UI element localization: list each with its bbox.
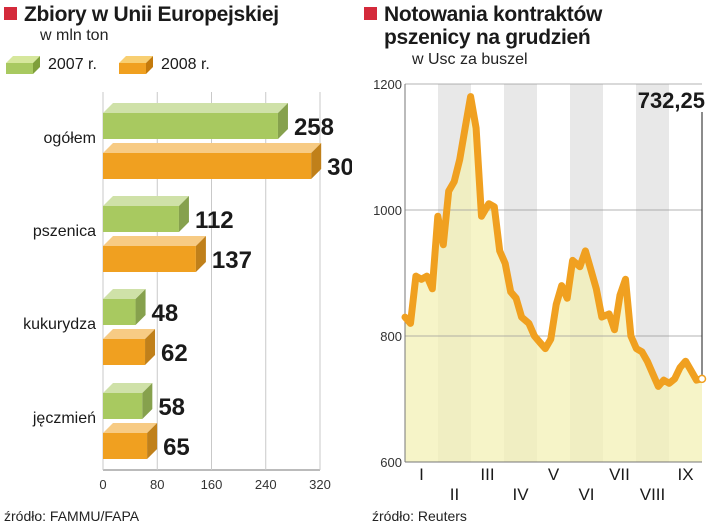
bar-2008 — [103, 329, 156, 365]
bar-top — [103, 423, 158, 433]
bar-value-label: 48 — [152, 300, 179, 327]
bar-top — [103, 236, 206, 246]
line-y-tick-label: 800 — [380, 329, 402, 344]
bar-side — [195, 236, 206, 272]
harvest-bar-chart: 0 80 160 240 320 ogółem 258 307 pszenica 112 137 ku… — [23, 92, 352, 492]
month-label: IX — [677, 465, 693, 484]
month-label: VII — [609, 465, 630, 484]
bar-x-tick-label: 320 — [309, 477, 331, 492]
bar-value-label: 65 — [163, 434, 190, 461]
bar-side — [311, 143, 322, 179]
bar-face — [103, 153, 312, 179]
bar-face — [103, 206, 179, 232]
harvest-legend: 2007 r. 2008 r. — [6, 56, 232, 74]
bar-value-label: 112 — [195, 207, 234, 234]
bar-top — [103, 289, 146, 299]
bar-top — [103, 383, 153, 393]
price-line — [401, 93, 706, 390]
bar-top — [103, 143, 322, 153]
bar-x-tick-label: 80 — [150, 477, 164, 492]
month-label: V — [548, 465, 560, 484]
bar-value-label: 307 — [327, 154, 352, 181]
bar-face — [103, 433, 148, 459]
line-y-tick-label: 600 — [380, 455, 402, 470]
bar-value-label: 58 — [158, 394, 185, 421]
bar-value-label: 62 — [161, 340, 188, 367]
bar-2007 — [103, 383, 153, 419]
bar-top — [103, 329, 156, 339]
bar-side — [142, 383, 153, 419]
bar-value-label: 137 — [212, 247, 252, 274]
bar-2008 — [103, 423, 158, 459]
month-label: I — [419, 465, 424, 484]
bar-x-tick-label: 160 — [201, 477, 223, 492]
bar-category-label: jęczmień — [32, 410, 96, 427]
legend-item-2008: 2008 r. — [118, 56, 210, 74]
title-marker-icon — [4, 7, 17, 20]
bar-2008 — [103, 236, 206, 272]
bar-side — [147, 423, 158, 459]
month-label: III — [480, 465, 494, 484]
month-label: VIII — [640, 485, 666, 504]
line-y-tick-label: 1000 — [373, 203, 402, 218]
month-label: VI — [578, 485, 594, 504]
bar-face — [103, 393, 143, 419]
month-label: II — [450, 485, 459, 504]
bar-top — [103, 196, 189, 206]
bar-side — [277, 103, 288, 139]
bar-face — [103, 299, 136, 325]
wheat-subtitle: w Usc za buszel — [412, 51, 528, 68]
legend-label-2007: 2007 r. — [48, 56, 97, 73]
harvest-panel: Zbiory w Unii Europejskiej w mln ton 200… — [0, 0, 352, 526]
harvest-title-row: Zbiory w Unii Europejskiej — [4, 3, 279, 26]
legend-item-2007: 2007 r. — [6, 56, 97, 74]
bar-value-label: 258 — [294, 114, 334, 141]
bar-top — [103, 103, 288, 113]
last-value-label: 732,25 — [638, 88, 705, 113]
harvest-source: źródło: FAMMU/FAPA — [4, 508, 140, 524]
wheat-source: źródło: Reuters — [372, 508, 467, 524]
harvest-subtitle: w mln ton — [40, 27, 109, 44]
bar-category-label: kukurydza — [23, 316, 96, 333]
bar-2007 — [103, 289, 146, 325]
last-value-marker — [697, 374, 707, 384]
bar-2008 — [103, 143, 322, 179]
bar-2007 — [103, 103, 288, 139]
bar-x-tick-label: 240 — [255, 477, 277, 492]
bar-x-tick-label: 0 — [99, 477, 106, 492]
wheat-title: Notowania kontraktów pszenicy na grudzie… — [384, 3, 603, 49]
bar-category-label: pszenica — [33, 223, 96, 240]
wheat-title-row: Notowania kontraktów pszenicy na grudzie… — [364, 3, 602, 49]
month-label: IV — [512, 485, 529, 504]
wheat-panel: Notowania kontraktów pszenicy na grudzie… — [360, 0, 720, 526]
legend-swatch-2008-icon — [118, 56, 153, 74]
legend-swatch-2007-icon — [6, 56, 40, 74]
bar-side — [178, 196, 189, 232]
line-y-tick-label: 1200 — [373, 77, 402, 92]
bar-side — [145, 329, 156, 365]
bar-category-label: ogółem — [44, 130, 96, 147]
bar-side — [135, 289, 146, 325]
bar-face — [103, 339, 146, 365]
title-marker-icon — [364, 7, 377, 20]
legend-label-2008: 2008 r. — [160, 56, 210, 73]
bar-face — [103, 246, 196, 272]
bar-2007 — [103, 196, 189, 232]
bar-face — [103, 113, 278, 139]
harvest-title: Zbiory w Unii Europejskiej — [24, 3, 279, 26]
